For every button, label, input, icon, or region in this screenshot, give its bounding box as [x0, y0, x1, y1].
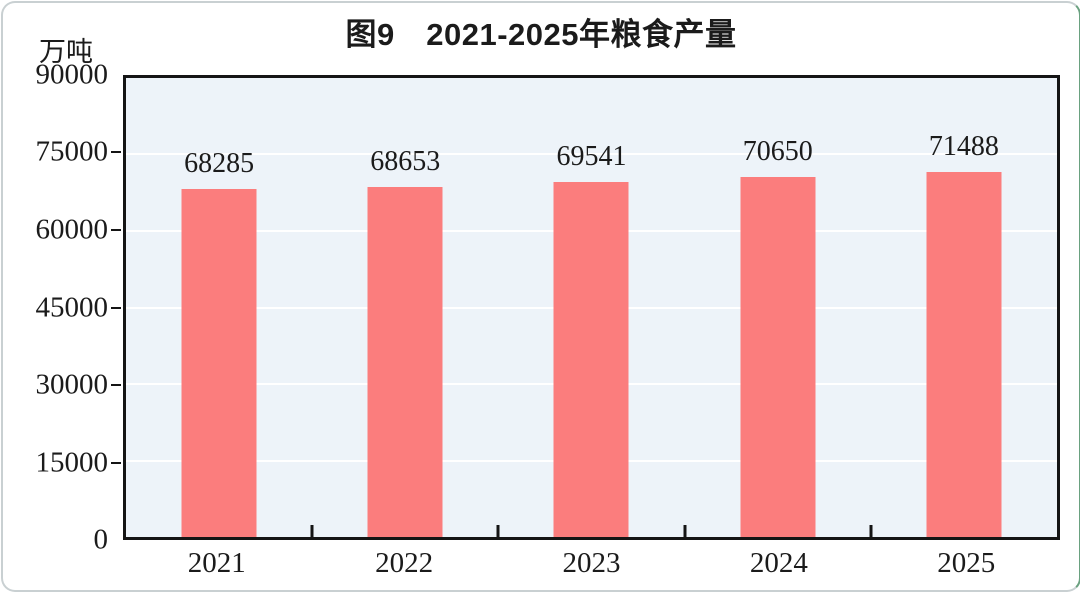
x-tick-4	[869, 525, 873, 537]
bar-value-label-2022: 68653	[370, 145, 441, 177]
y-axis-unit-label: 万吨	[39, 37, 93, 67]
y-axis-label-45000: 45000	[35, 291, 109, 323]
y-tick-15000	[111, 461, 121, 464]
y-axis-label-30000: 30000	[35, 368, 109, 401]
gridline-75000	[126, 153, 1057, 156]
bar-value-label-2021: 68285	[184, 147, 255, 179]
x-axis-label-2024: 2024	[749, 547, 808, 579]
x-tick-3	[683, 525, 687, 537]
x-axis-label-2021: 2021	[187, 547, 246, 579]
bar-2021	[181, 188, 257, 537]
chart-title: 图9 2021-2025年粮食产量	[345, 17, 737, 52]
x-axis-label-2025: 2025	[937, 547, 996, 579]
bar-2023	[553, 182, 629, 537]
bar-2025	[926, 172, 1002, 537]
plot-wrap: 0 15000 30000 45000 60000 75000 90000 68285 686…	[36, 60, 1060, 578]
bar-group-2021: 68285	[126, 78, 312, 537]
x-axis-labels: 2021 2022 2023 2024 2025	[123, 549, 1060, 589]
y-tick-60000	[111, 228, 121, 231]
y-tick-30000	[111, 383, 121, 386]
y-axis-labels: 0 15000 30000 45000 60000 75000 90000	[0, 60, 109, 554]
bar-value-label-2023: 69541	[556, 141, 627, 173]
x-axis-ticks	[126, 78, 1057, 537]
x-tick-1	[310, 525, 314, 537]
x-axis-label-2022: 2022	[375, 547, 434, 579]
y-axis-label-75000: 75000	[35, 135, 109, 168]
y-axis-label-60000: 60000	[35, 213, 109, 246]
y-tick-45000	[111, 306, 121, 309]
bar-series: 68285 68653 69541 70650 71488	[126, 78, 1057, 537]
bar-group-2025: 71488	[871, 78, 1057, 537]
bar-group-2022: 68653	[312, 78, 498, 537]
x-tick-2	[496, 525, 500, 537]
bar-group-2024: 70650	[685, 78, 871, 537]
bar-2024	[740, 176, 816, 537]
y-axis-label-0: 0	[93, 523, 109, 556]
y-tick-75000	[111, 151, 121, 154]
plot-area: 68285 68653 69541 70650 71488	[123, 75, 1060, 540]
bar-value-label-2024: 70650	[742, 135, 813, 167]
x-axis-label-2023: 2023	[562, 547, 621, 579]
y-axis-label-90000: 90000	[35, 58, 109, 91]
bar-2022	[367, 186, 443, 537]
bar-group-2023: 69541	[498, 78, 684, 537]
bar-value-label-2025: 71488	[928, 131, 999, 163]
y-axis-label-15000: 15000	[35, 446, 109, 478]
